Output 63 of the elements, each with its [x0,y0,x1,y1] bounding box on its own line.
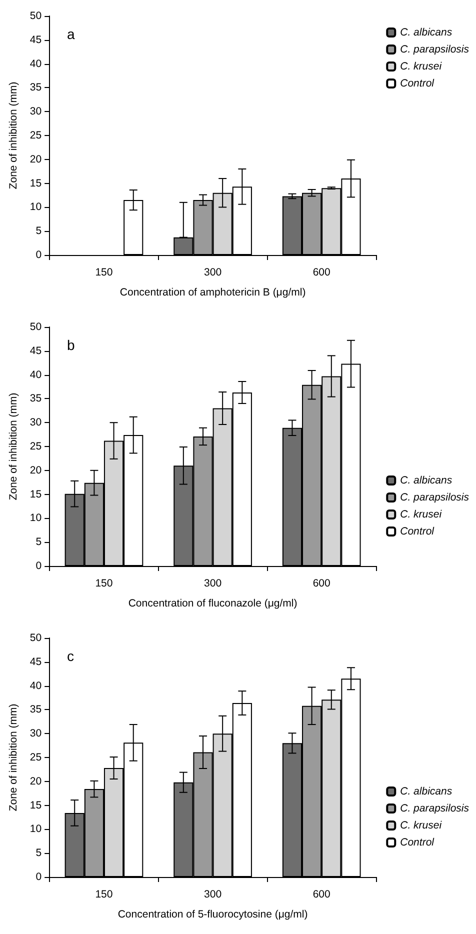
y-tick-label: 45 [30,34,42,46]
x-tick-label: 150 [95,266,113,278]
y-tick-label: 15 [30,177,42,190]
y-tick-label: 15 [30,799,42,812]
y-axis-title: Zone of inhibition (mm) [8,82,20,190]
legend-label: Control [400,836,435,848]
text: c [67,648,74,664]
y-tick-label: 20 [30,153,42,166]
x-tick-label: 300 [204,578,222,590]
y-tick-label: 45 [30,656,42,668]
y-tick-label: 20 [30,775,42,788]
x-axis-title: Concentration of fluconazole (μg/ml) [128,598,298,610]
legend-label: Control [400,526,435,538]
y-tick-label: 25 [30,440,42,452]
y-tick-label: 0 [36,560,42,572]
y-tick-label: 30 [30,416,42,429]
x-tick-label: 600 [312,888,331,900]
y-tick-label: 10 [30,512,42,524]
legend-label: C. parapsilosis [400,44,470,56]
y-tick-label: 25 [30,130,42,142]
y-axis-title: Zone of inhibition (mm) [8,704,20,812]
x-tick-label: 600 [312,266,331,278]
y-tick-label: 30 [30,728,42,740]
y-tick-label: 40 [30,680,42,692]
y-tick-label: 5 [36,225,42,238]
y-tick-label: 35 [30,82,42,94]
y-tick-label: 50 [30,632,42,644]
y-tick-label: 15 [30,488,42,500]
y-tick-label: 0 [36,871,42,883]
legend-label: C. albicans [400,474,453,486]
y-tick-label: 0 [36,249,42,261]
legend-label: C. parapsilosis [400,802,470,814]
y-tick-label: 45 [30,344,42,357]
legend-label: C. krusei [400,60,442,72]
x-axis-title: Concentration of 5-fluorocytosine (μg/ml) [118,908,308,920]
y-tick-label: 35 [30,704,42,716]
y-tick-label: 40 [30,58,42,70]
y-tick-label: 30 [30,106,42,118]
y-tick-label: 50 [30,321,42,333]
text: b [67,337,75,353]
x-tick-label: 300 [204,266,222,278]
x-tick-label: 300 [204,888,222,900]
legend-label: C. parapsilosis [400,492,470,504]
text: a [67,26,75,42]
legend-label: C. albicans [400,786,453,798]
legend-label: C. krusei [400,820,442,832]
y-tick-label: 50 [30,10,42,22]
y-tick-label: 40 [30,368,42,381]
y-tick-label: 25 [30,752,42,764]
y-tick-label: 10 [30,823,42,836]
legend-label: Control [400,78,435,90]
legend-label: C. krusei [400,508,442,520]
y-tick-label: 20 [30,464,42,476]
y-tick-label: 5 [36,536,42,548]
y-tick-label: 35 [30,392,42,405]
x-tick-label: 150 [95,578,113,590]
x-tick-label: 150 [95,888,113,900]
x-axis-title: Concentration of amphotericin B (μg/ml) [120,286,306,298]
legend-label: C. albicans [400,26,453,38]
y-tick-label: 5 [36,847,42,860]
x-tick-label: 600 [312,578,331,590]
y-axis-title: Zone of inhibition (mm) [8,392,20,500]
y-tick-label: 10 [30,201,42,214]
